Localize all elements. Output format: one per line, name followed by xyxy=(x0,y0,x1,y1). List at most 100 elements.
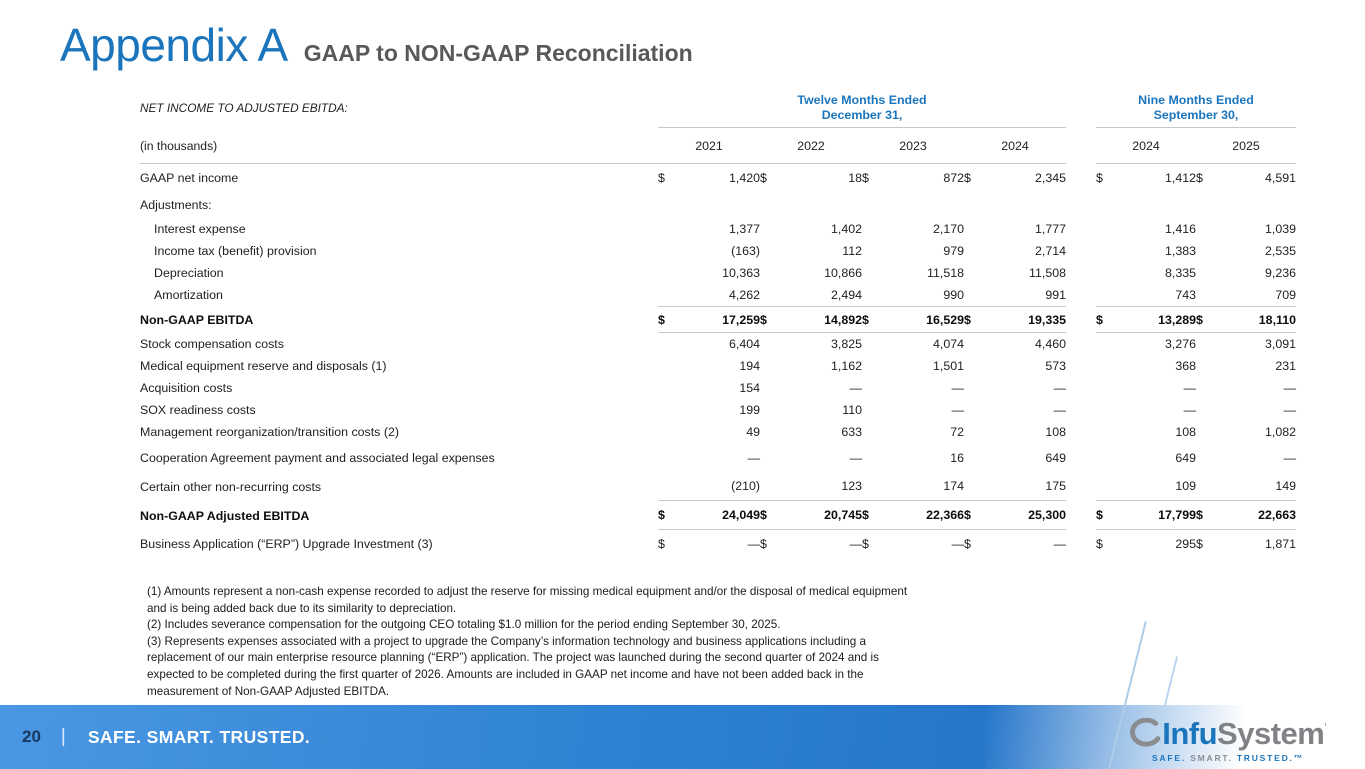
column-gap xyxy=(1066,284,1096,306)
table-row: Amortization 4,262 2,494 990 991 743 709 xyxy=(140,284,1296,306)
infusystem-logo: Infu System ’ SAFE. SMART. TRUSTED.™ xyxy=(1123,716,1333,763)
dollar-sign xyxy=(964,284,990,306)
dollar-sign xyxy=(1196,421,1222,443)
logo-text-infu: Infu xyxy=(1162,716,1218,751)
dollar-sign: $ xyxy=(1096,306,1122,333)
cell-value: 1,412 xyxy=(1164,170,1196,185)
cell-value: 13,289 xyxy=(1122,306,1196,333)
cell-value: 123 xyxy=(786,472,862,501)
footnotes: (1) Amounts represent a non-cash expense… xyxy=(147,584,919,700)
table-row: Non-GAAP EBITDA $17,259 $14,892 $16,529 $19,… xyxy=(140,306,1296,333)
dollar-sign xyxy=(862,262,888,284)
table-row: Business Application (“ERP”) Upgrade Inv… xyxy=(140,530,1296,557)
cell-value: 72 xyxy=(950,425,964,439)
dollar-sign: $ xyxy=(862,536,869,551)
dollar-sign xyxy=(964,399,990,421)
cell-value: 194 xyxy=(739,359,760,373)
dollar-sign: $ xyxy=(658,536,665,551)
column-gap xyxy=(1066,240,1096,262)
dollar-sign xyxy=(862,472,888,501)
cell-value: 3,276 xyxy=(1164,337,1196,351)
cell-value: 1,871 xyxy=(1264,536,1296,551)
dollar-sign xyxy=(862,333,888,355)
cell-value: 573 xyxy=(1045,359,1066,373)
cell-value: 8,335 xyxy=(1164,266,1196,280)
logo-swoosh-icon xyxy=(1130,718,1161,747)
dollar-sign: $ xyxy=(964,170,971,185)
dollar-sign xyxy=(964,443,990,472)
cell-value: — xyxy=(1283,450,1296,465)
table-row: Adjustments: xyxy=(140,191,1296,218)
table-row: Management reorganization/transition cos… xyxy=(140,421,1296,443)
dollar-sign xyxy=(1196,377,1222,399)
dollar-sign xyxy=(658,333,684,355)
dollar-sign xyxy=(862,355,888,377)
dollar-sign xyxy=(760,472,786,501)
dollar-sign xyxy=(964,377,990,399)
row-label: Stock compensation costs xyxy=(140,337,284,351)
dollar-sign: $ xyxy=(862,501,888,530)
cell-value: — xyxy=(747,450,760,465)
dollar-sign xyxy=(862,218,888,240)
row-label: Cooperation Agreement payment and associ… xyxy=(140,450,495,465)
cell-value: 979 xyxy=(943,244,964,258)
cell-value: 17,799 xyxy=(1122,501,1196,530)
dollar-sign: $ xyxy=(1196,536,1203,551)
cell-value: 16 xyxy=(950,450,964,465)
cell-value: — xyxy=(1053,403,1066,417)
cell-value: 3,091 xyxy=(1264,337,1296,351)
column-gap xyxy=(1066,262,1096,284)
dollar-sign: $ xyxy=(964,501,990,530)
dollar-sign xyxy=(964,262,990,284)
cell-value: 295 xyxy=(1175,536,1196,551)
dollar-sign xyxy=(1196,472,1222,501)
column-gap xyxy=(1066,88,1096,128)
cell-value: 14,892 xyxy=(786,306,862,333)
row-label: Business Application (“ERP”) Upgrade Inv… xyxy=(140,536,433,551)
logo-text-system: System xyxy=(1217,716,1325,751)
row-label: SOX readiness costs xyxy=(140,403,256,417)
row-label: Management reorganization/transition cos… xyxy=(140,425,399,439)
cell-value: 10,363 xyxy=(722,266,760,280)
year-header: 2024 xyxy=(1096,128,1196,164)
cell-value: 20,745 xyxy=(786,501,862,530)
cell-value: 2,345 xyxy=(1034,170,1066,185)
table-row: GAAP net income $1,420 $18 $872 $2,345 $1,412… xyxy=(140,164,1296,191)
cell-value: 16,529 xyxy=(888,306,964,333)
cell-value: 1,402 xyxy=(830,222,862,236)
cell-value: 4,591 xyxy=(1264,170,1296,185)
cell-value: 175 xyxy=(990,472,1066,501)
page-number: 20 xyxy=(22,727,41,746)
dollar-sign xyxy=(862,399,888,421)
dollar-sign xyxy=(1196,399,1222,421)
dollar-sign xyxy=(1096,399,1122,421)
column-gap xyxy=(1066,164,1096,191)
dollar-sign xyxy=(1096,377,1122,399)
cell-value: 991 xyxy=(1045,288,1066,302)
cell-value: 1,162 xyxy=(830,359,862,373)
dollar-sign xyxy=(658,218,684,240)
column-gap xyxy=(1066,530,1096,557)
cell-value: 24,049 xyxy=(684,501,760,530)
footnote: (3) Represents expenses associated with … xyxy=(147,634,879,698)
table-year-row: (in thousands) 2021 2022 2023 2024 2024 2025 xyxy=(140,128,1296,164)
footer-tagline: SAFE. SMART. TRUSTED. xyxy=(87,726,311,747)
dollar-sign: $ xyxy=(1196,306,1222,333)
dollar-sign xyxy=(1196,333,1222,355)
dollar-sign: $ xyxy=(760,536,767,551)
dollar-sign xyxy=(1196,443,1222,472)
footnote: (1) Amounts represent a non-cash expense… xyxy=(147,585,908,615)
dollar-sign xyxy=(1196,284,1222,306)
logo-trademark: ’ xyxy=(1324,722,1327,734)
cell-value: 6,404 xyxy=(728,337,760,351)
dollar-sign xyxy=(658,472,684,501)
table-row: Acquisition costs 154 — — — — — xyxy=(140,377,1296,399)
table-row: SOX readiness costs 199 110 — — — — xyxy=(140,399,1296,421)
column-gap xyxy=(1066,377,1096,399)
cell-value: 18 xyxy=(848,170,862,185)
slide-header: Appendix A GAAP to NON-GAAP Reconciliati… xyxy=(60,18,693,72)
cell-value: — xyxy=(1183,403,1196,417)
cell-value: 743 xyxy=(1175,288,1196,302)
dollar-sign xyxy=(658,421,684,443)
dollar-sign xyxy=(1096,421,1122,443)
